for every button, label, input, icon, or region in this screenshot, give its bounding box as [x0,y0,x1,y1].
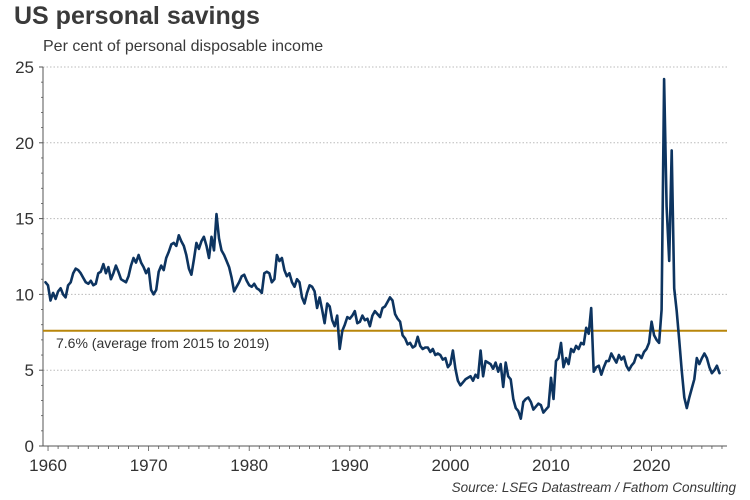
source-note: Source: LSEG Datastream / Fathom Consult… [451,480,736,495]
series-line-0 [44,77,721,421]
chart-title: US personal savings [14,2,260,30]
y-tick-label-25: 25 [15,58,34,77]
reference-line-label: 7.6% (average from 2015 to 2019) [56,335,269,351]
x-tick-label-1960: 1960 [29,456,67,475]
x-tick-label-1990: 1990 [331,456,369,475]
chart-subtitle: Per cent of personal disposable income [43,38,324,55]
series-group [44,77,721,421]
x-tick-label-1970: 1970 [130,456,168,475]
axes: 0 5 10 15 20 25 1960 1970 1980 1990 2000 2010 2020 [15,58,727,475]
x-tick-label-1980: 1980 [230,456,268,475]
x-tick-label-2000: 2000 [431,456,469,475]
gridlines [43,66,727,371]
x-tick-label-2020: 2020 [633,456,671,475]
y-tick-label-20: 20 [15,134,34,153]
y-tick-label-15: 15 [15,210,34,229]
y-tick-label-0: 0 [25,437,34,456]
y-tick-label-10: 10 [15,285,34,304]
y-tick-label-5: 5 [25,361,34,380]
x-tick-label-2010: 2010 [532,456,570,475]
reference-line-group: 7.6% (average from 2015 to 2019) [43,329,727,351]
